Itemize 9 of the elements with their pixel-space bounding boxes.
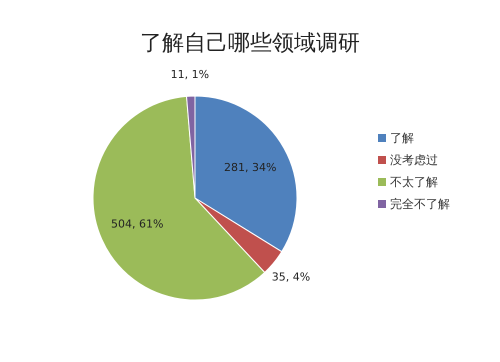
data-label: 35, 4% <box>272 270 310 284</box>
legend-label: 完全不了解 <box>390 197 450 211</box>
data-label: 504, 61% <box>110 218 164 231</box>
legend-label: 没考虑过 <box>390 153 438 167</box>
chart-title: 了解自己哪些领域调研 <box>140 31 360 56</box>
data-label: 281, 34% <box>224 161 276 174</box>
data-label: 11, 1% <box>170 68 210 82</box>
legend-label: 不太了解 <box>390 175 438 189</box>
legend-label: 了解 <box>390 131 414 145</box>
